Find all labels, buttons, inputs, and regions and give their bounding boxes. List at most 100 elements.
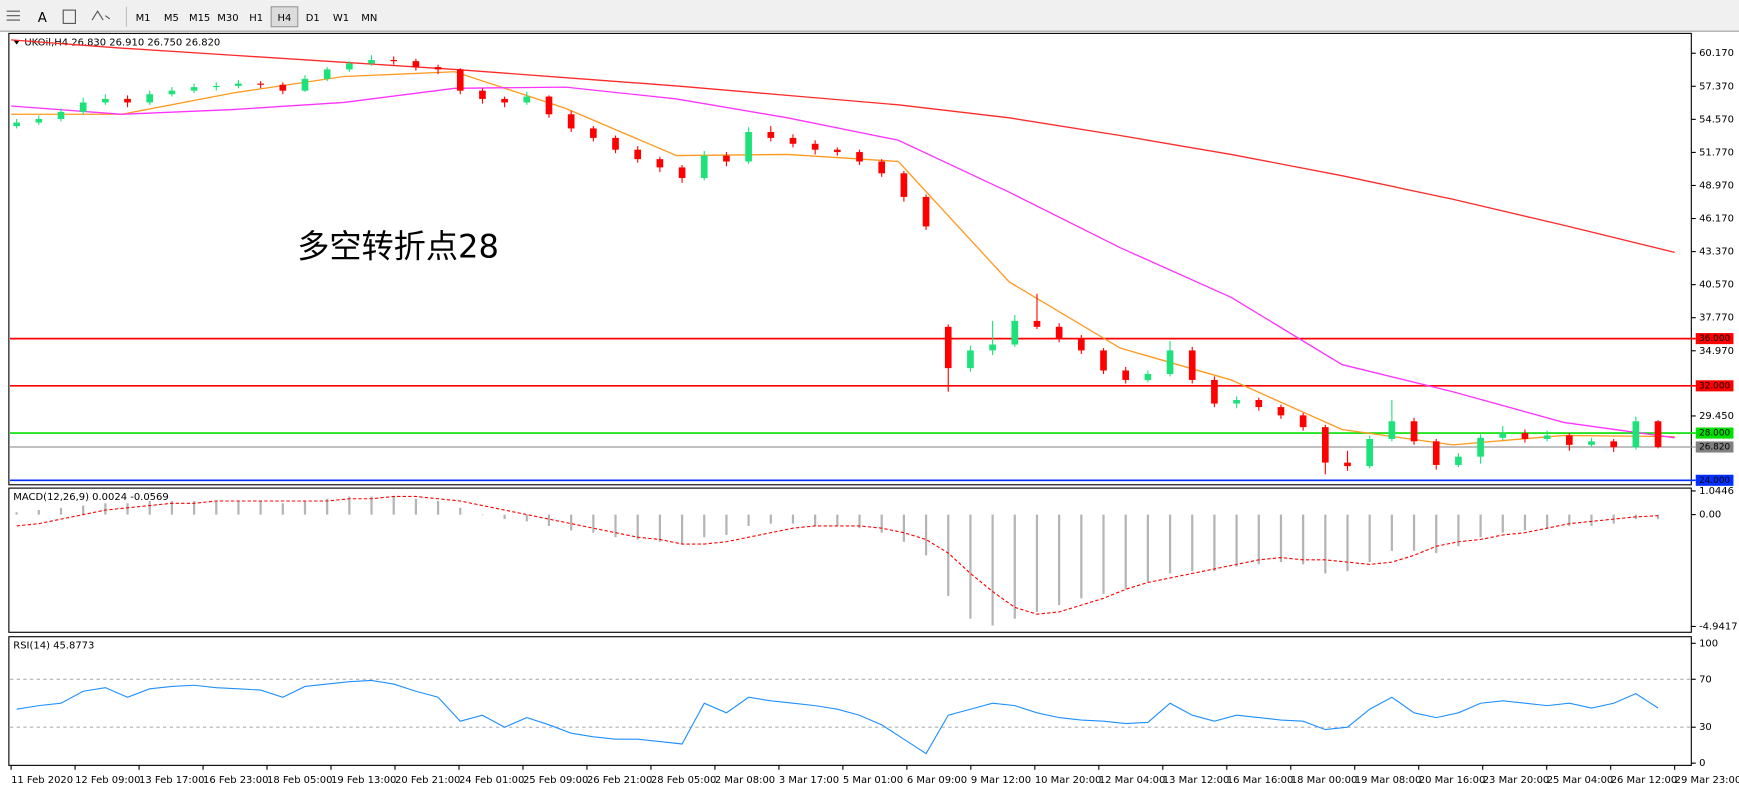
text-tool-a[interactable]: A [38,11,47,26]
candle-body [1543,435,1551,439]
timeframe-button[interactable]: M15 [189,13,210,24]
candle-body [57,111,65,119]
y-tick-label: -4.9417 [1699,621,1737,632]
x-tick-label: 9 Mar 12:00 [971,775,1031,786]
candle-body [501,98,508,103]
level-label: 36.000 [1699,334,1730,344]
x-tick-label: 24 Feb 01:00 [459,775,524,786]
y-tick-label: 48.970 [1699,180,1734,191]
macd-bar [1390,514,1393,551]
macd-bar [969,514,972,619]
candle-body [323,69,331,79]
macd-bar [924,514,928,556]
y-tick-label: 54.570 [1699,114,1734,125]
candle-body [168,90,176,95]
candle-body [1455,456,1462,465]
level-tag [1695,380,1734,392]
x-tick-label: 11 Feb 2020 [11,775,73,786]
macd-bar [1501,514,1504,533]
timeframe-button[interactable]: H1 [249,13,263,24]
x-tick-label: 25 Feb 09:00 [523,775,588,786]
y-tick-label: 60.170 [1699,48,1734,59]
candle-body [634,149,642,160]
macd-bar [459,507,462,515]
x-tick-label: 13 Mar 12:00 [1163,775,1230,786]
candle-body [1255,400,1263,408]
macd-bar [658,514,661,542]
candle-body [1188,350,1196,380]
candle-body [789,137,797,144]
timeframe-button[interactable]: D1 [306,13,320,24]
macd-bar [570,514,573,531]
candle-body [1654,421,1662,447]
macd-bar [592,514,595,533]
candle-body [545,96,553,115]
x-tick-label: 16 Mar 16:00 [1227,775,1294,786]
candle-body [102,98,109,103]
macd-panel [8,487,1692,633]
candle-body [856,152,863,162]
candle-body [612,137,619,150]
macd-bar [858,514,861,529]
timeframe-button[interactable]: H4 [278,13,292,24]
macd-bar [614,514,617,538]
level-tag [1695,427,1734,439]
candle-body [1166,350,1174,375]
candle-body [1277,407,1285,416]
macd-bar [1435,514,1438,554]
candle-body [1499,433,1507,438]
candle-body [190,87,198,91]
macd-bar [547,514,551,526]
signal-line [16,495,1659,615]
macd-bar [1035,514,1039,612]
macd-bar [192,501,196,515]
timeframe-button[interactable]: M5 [164,13,179,24]
timeframe-button[interactable]: MN [361,13,377,24]
candle-body [1122,370,1130,380]
macd-bar [1191,514,1194,572]
timeframe-button[interactable]: M30 [217,13,238,24]
menu-icon[interactable] [6,10,20,21]
level-label: 24.000 [1699,476,1730,486]
collapse-arrow[interactable] [13,40,20,45]
macd-bar [1257,514,1260,565]
shapes-tool[interactable] [91,10,111,21]
macd-bar [947,514,950,597]
candle-body [1078,338,1085,351]
level-tag [1695,333,1734,345]
candle-body [1632,421,1640,448]
macd-bar [148,501,151,515]
x-tick-label: 12 Feb 09:00 [75,775,140,786]
macd-bar [814,514,817,526]
macd-bar [836,514,839,526]
candle-body [523,96,531,103]
candle-body [1432,441,1440,465]
macd-bar [1590,514,1593,526]
y-tick-label: 46.170 [1699,214,1734,225]
macd-bar [392,496,395,515]
candle-body [590,128,597,138]
macd-bar [791,514,795,524]
candle-body [390,59,398,62]
x-tick-label: 10 Mar 20:00 [1035,775,1102,786]
macd-bar [725,514,728,535]
candle-body [1565,435,1573,445]
candle-body [1410,421,1418,442]
macd-bar [215,501,218,515]
label-tool[interactable] [62,9,76,24]
x-tick-label: 13 Feb 17:00 [139,775,204,786]
x-tick-label: 26 Mar 12:00 [1611,775,1678,786]
rsi-title: RSI(14) 45.8773 [13,641,94,652]
candle-body [745,131,752,162]
timeframe-button[interactable]: M1 [136,13,151,24]
candle-body [35,118,43,123]
macd-bar [991,514,994,626]
macd-bar [1058,514,1061,606]
level-label: 28.000 [1699,429,1730,439]
timeframe-button[interactable]: W1 [333,13,349,24]
annotation: 多空转折点28 [297,228,499,266]
x-tick-label: 23 Mar 20:00 [1483,775,1550,786]
level-tag [1695,474,1734,486]
